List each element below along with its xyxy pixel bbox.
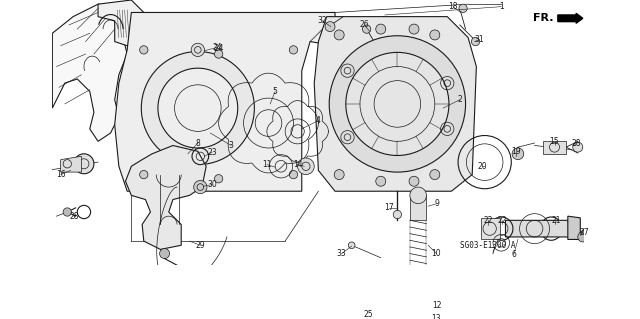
Circle shape — [159, 249, 170, 259]
Text: 11: 11 — [262, 160, 271, 169]
Text: 22: 22 — [483, 216, 493, 225]
Text: 23: 23 — [207, 148, 217, 157]
Text: 28: 28 — [572, 138, 581, 147]
Circle shape — [298, 158, 314, 174]
Circle shape — [140, 170, 148, 179]
Circle shape — [348, 242, 355, 249]
Circle shape — [512, 148, 524, 160]
Text: 17: 17 — [384, 203, 394, 212]
Polygon shape — [125, 145, 206, 249]
Circle shape — [158, 68, 237, 148]
Polygon shape — [568, 216, 580, 240]
Polygon shape — [98, 0, 144, 46]
Text: 27: 27 — [580, 228, 589, 237]
Text: 32: 32 — [317, 16, 328, 25]
Text: 6: 6 — [511, 250, 516, 259]
Circle shape — [214, 174, 223, 183]
Text: 28: 28 — [69, 212, 79, 221]
Circle shape — [329, 36, 465, 172]
Circle shape — [74, 154, 94, 174]
Circle shape — [376, 24, 386, 34]
Text: SG03-E1300 A: SG03-E1300 A — [460, 241, 515, 250]
Circle shape — [410, 187, 426, 204]
Text: 16: 16 — [56, 170, 65, 179]
Text: 3: 3 — [228, 141, 234, 150]
Text: 12: 12 — [432, 301, 441, 310]
Text: 9: 9 — [434, 199, 439, 208]
Text: 18: 18 — [449, 2, 458, 11]
Polygon shape — [115, 12, 335, 191]
Text: 29: 29 — [196, 241, 205, 250]
Circle shape — [409, 24, 419, 34]
Text: 31: 31 — [474, 35, 484, 44]
Text: 26: 26 — [359, 20, 369, 29]
Text: 25: 25 — [364, 310, 373, 319]
Circle shape — [63, 208, 72, 216]
Text: 10: 10 — [431, 249, 441, 258]
Text: 19: 19 — [511, 147, 521, 156]
Circle shape — [459, 4, 467, 12]
Polygon shape — [52, 4, 131, 141]
Text: 21: 21 — [552, 216, 561, 225]
Text: 2: 2 — [458, 95, 462, 104]
Circle shape — [194, 181, 207, 194]
Circle shape — [325, 22, 335, 32]
Circle shape — [140, 46, 148, 54]
Text: FR.: FR. — [533, 13, 554, 23]
Text: 13: 13 — [431, 314, 441, 319]
Circle shape — [141, 52, 254, 165]
Circle shape — [346, 52, 449, 155]
Polygon shape — [406, 303, 431, 314]
Text: 24: 24 — [213, 44, 224, 53]
Text: 20: 20 — [477, 162, 487, 171]
Text: 5: 5 — [273, 87, 278, 96]
Circle shape — [573, 142, 583, 152]
Circle shape — [191, 43, 205, 56]
Circle shape — [578, 232, 588, 242]
Polygon shape — [506, 220, 572, 237]
Polygon shape — [410, 195, 426, 220]
Circle shape — [289, 170, 298, 179]
Circle shape — [334, 170, 344, 180]
Circle shape — [214, 50, 223, 58]
Text: 14: 14 — [292, 160, 303, 169]
Circle shape — [376, 176, 386, 186]
Text: 22: 22 — [497, 216, 507, 225]
Circle shape — [362, 25, 371, 33]
Circle shape — [430, 30, 440, 40]
Circle shape — [430, 170, 440, 180]
Polygon shape — [481, 218, 500, 240]
Polygon shape — [61, 156, 81, 172]
FancyArrow shape — [558, 13, 583, 23]
Circle shape — [409, 176, 419, 186]
Text: 7: 7 — [490, 248, 495, 256]
Text: 33: 33 — [337, 249, 346, 258]
Circle shape — [373, 306, 380, 313]
Circle shape — [393, 210, 401, 219]
Circle shape — [472, 37, 480, 46]
Text: 8: 8 — [195, 138, 200, 147]
Text: 15: 15 — [550, 137, 559, 146]
Circle shape — [334, 30, 344, 40]
Polygon shape — [314, 17, 476, 191]
Text: 24: 24 — [212, 43, 222, 52]
Text: 30: 30 — [207, 180, 217, 189]
Text: 4: 4 — [316, 116, 321, 125]
Circle shape — [289, 46, 298, 54]
Text: 1: 1 — [499, 2, 504, 11]
Polygon shape — [543, 141, 566, 154]
